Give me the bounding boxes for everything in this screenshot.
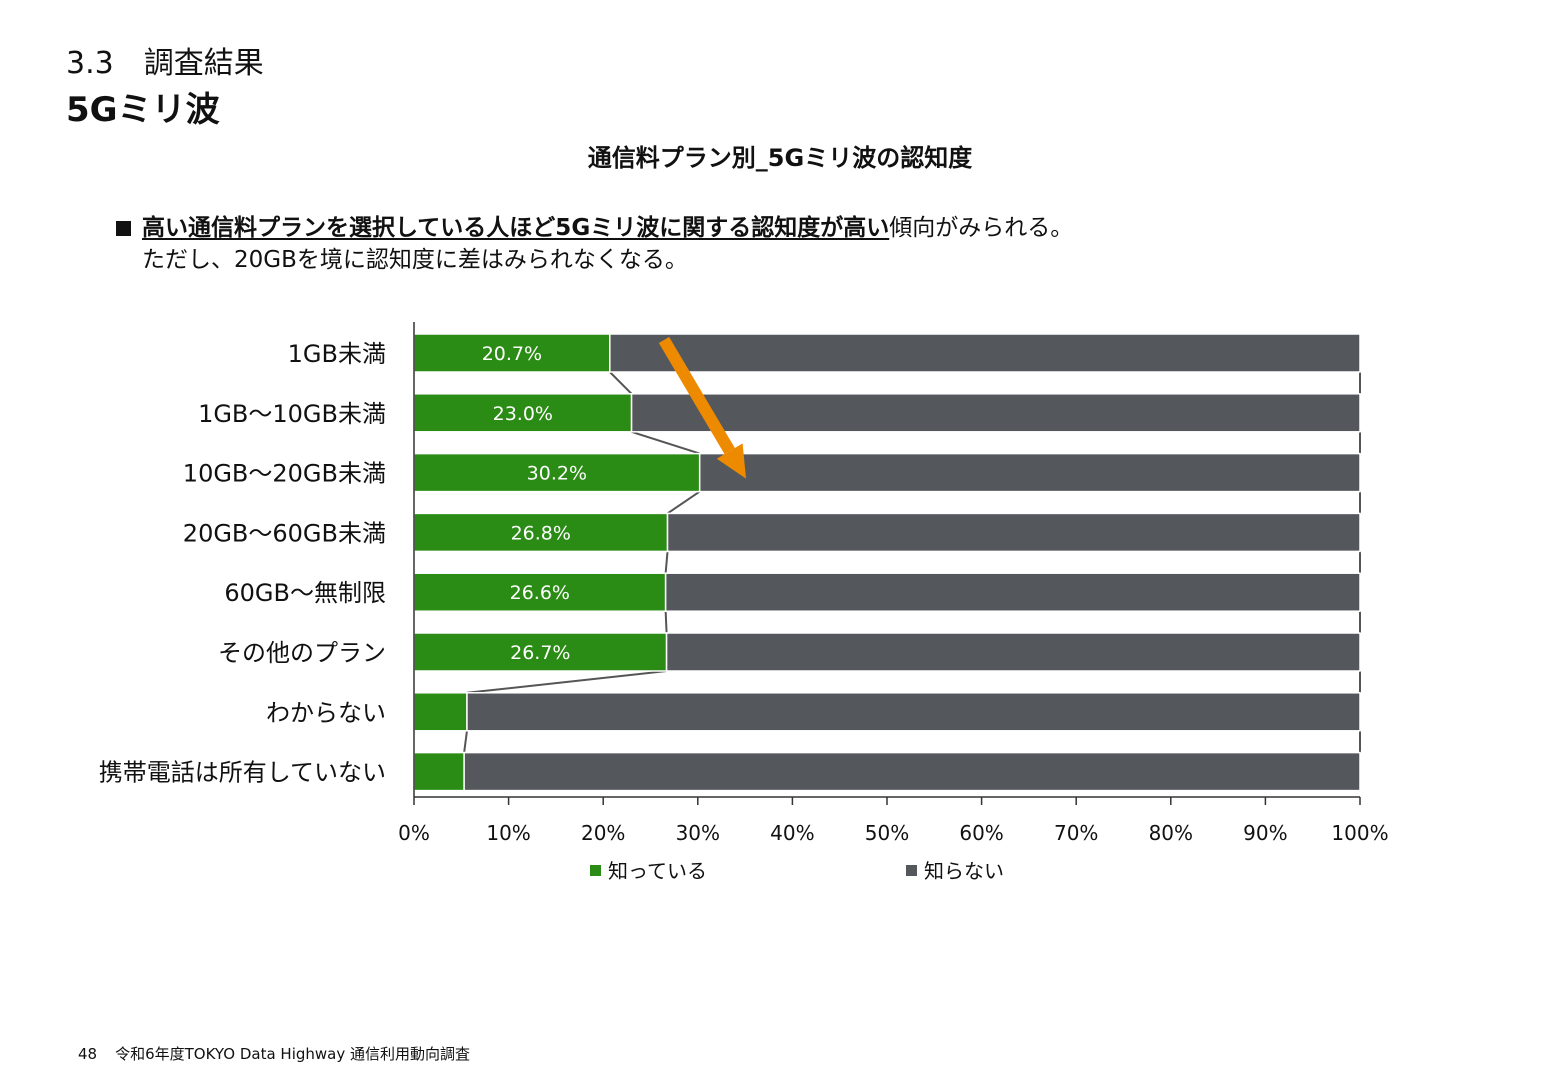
series-line bbox=[631, 430, 700, 455]
bar-unknown bbox=[630, 393, 1361, 433]
bar-known bbox=[413, 632, 668, 672]
legend-label-unknown: 知らない bbox=[924, 859, 1004, 883]
stacked-bar-chart: 20.7% 1GB未満 23.0% 1GB～10GB未満 30.2% 10GB～20GB未… bbox=[99, 322, 1389, 883]
series-line bbox=[664, 551, 669, 574]
x-tick-label: 60% bbox=[959, 821, 1003, 845]
bar-label: 30.2% bbox=[527, 463, 587, 485]
bar-unknown bbox=[666, 512, 1361, 553]
x-tick-label: 40% bbox=[770, 821, 814, 845]
bar-unknown bbox=[698, 452, 1361, 493]
bar-known bbox=[413, 393, 633, 433]
bar-unknown bbox=[463, 751, 1361, 792]
finding-rest: 傾向がみられる。 bbox=[889, 215, 1074, 241]
bar-known bbox=[413, 751, 465, 792]
x-tick-label: 100% bbox=[1331, 821, 1388, 845]
x-tick-label: 70% bbox=[1054, 821, 1098, 845]
bar-known bbox=[413, 452, 701, 493]
category-label: 1GB～10GB未満 bbox=[198, 400, 386, 428]
category-label: 60GB～無制限 bbox=[224, 579, 386, 607]
finding-text: 高い通信料プランを選択している人ほど5Gミリ波に関する認知度が高い傾向がみられる… bbox=[116, 212, 1073, 276]
x-tick-label: 10% bbox=[486, 821, 530, 845]
bar-unknown bbox=[466, 692, 1361, 732]
series-line bbox=[466, 670, 667, 694]
legend-swatch-unknown bbox=[906, 865, 917, 876]
category-label: その他のプラン bbox=[218, 639, 386, 667]
bar-unknown bbox=[664, 572, 1361, 612]
page-number: 48 bbox=[78, 1045, 98, 1063]
category-label: 20GB～60GB未満 bbox=[183, 519, 386, 547]
bar-label: 23.0% bbox=[493, 403, 553, 425]
category-label: わからない bbox=[266, 699, 386, 727]
bar-unknown bbox=[609, 333, 1361, 373]
bar-label: 26.6% bbox=[510, 582, 570, 604]
page-title: 5Gミリ波 bbox=[66, 90, 220, 130]
series-line bbox=[666, 490, 701, 515]
x-tick-label: 90% bbox=[1243, 821, 1287, 845]
x-tick-label: 30% bbox=[676, 821, 720, 845]
bar-unknown bbox=[665, 632, 1361, 672]
category-label: 10GB～20GB未満 bbox=[183, 460, 386, 488]
x-tick-label: 20% bbox=[581, 821, 625, 845]
bar-label: 26.8% bbox=[511, 522, 571, 544]
chart-title: 通信料プラン別_5Gミリ波の認知度 bbox=[587, 144, 973, 172]
series-line bbox=[609, 371, 633, 395]
bar-label: 20.7% bbox=[482, 343, 542, 365]
finding-line-2: ただし、20GBを境に認知度に差はみられなくなる。 bbox=[142, 247, 688, 273]
footer-source: 令和6年度TOKYO Data Highway 通信利用動向調査 bbox=[115, 1045, 470, 1063]
x-tick-label: 0% bbox=[398, 821, 430, 845]
bullet-square-icon bbox=[116, 221, 131, 236]
bar-label: 26.7% bbox=[510, 642, 570, 664]
trend-arrow-shaft bbox=[658, 336, 735, 455]
bar-known bbox=[413, 572, 667, 612]
x-tick-label: 80% bbox=[1149, 821, 1193, 845]
legend-label-known: 知っている bbox=[608, 859, 707, 883]
trend-arrow-head bbox=[716, 443, 746, 479]
bar-known bbox=[413, 692, 468, 732]
section-number: 3.3 調査結果 bbox=[66, 46, 264, 81]
legend-swatch-known bbox=[590, 865, 601, 876]
finding-line-1: 高い通信料プランを選択している人ほど5Gミリ波に関する認知度が高い傾向がみられる… bbox=[142, 212, 1073, 244]
category-label: 1GB未満 bbox=[288, 340, 386, 368]
series-line bbox=[664, 611, 668, 634]
footer: 48 令和6年度TOKYO Data Highway 通信利用動向調査 bbox=[78, 1043, 470, 1064]
series-line bbox=[463, 730, 468, 753]
category-label: 携帯電話は所有していない bbox=[99, 759, 386, 787]
finding-emphasis: 高い通信料プランを選択している人ほど5Gミリ波に関する認知度が高い bbox=[142, 215, 890, 241]
x-tick-label: 50% bbox=[865, 821, 909, 845]
